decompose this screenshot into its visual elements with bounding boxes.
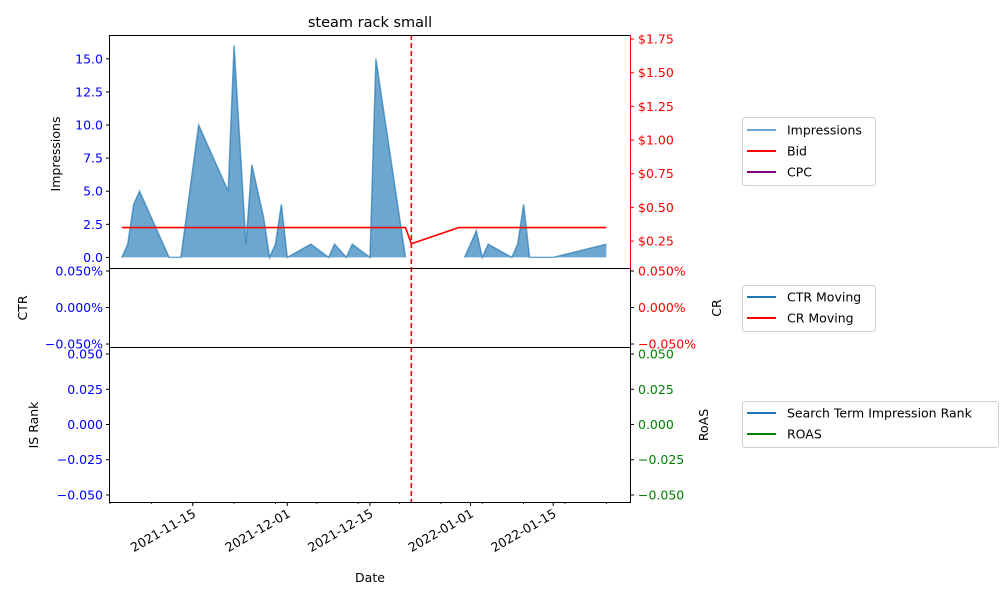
roas-tick-label-3: 0.025 (638, 382, 674, 397)
cr-tick-label-2: 0.050% (638, 264, 686, 279)
date-tick-label-0: 2021-11-15 (128, 506, 198, 555)
date-tick-label-2: 2021-12-15 (305, 506, 375, 555)
ctr-tick-label-1: 0.000% (55, 300, 103, 315)
is-rank-tick-label-3: 0.025 (67, 382, 103, 397)
impressions-line-0 (121, 45, 407, 261)
impressions-tick-label-0: 0.0 (83, 250, 103, 265)
cr-tick-label-0: −0.050% (638, 337, 696, 352)
legend-label-cpc: CPC (787, 165, 812, 180)
impressions-tick-label-1: 2.5 (83, 217, 103, 232)
roas-tick-label-4: 0.050 (638, 347, 674, 362)
impressions-tick-label-5: 12.5 (75, 84, 103, 99)
bottom-panel-frame (109, 347, 631, 503)
date-tick-label-4: 2022-01-15 (488, 506, 558, 555)
impressions-area-1 (464, 204, 607, 258)
legend-label-ctr-moving: CTR Moving (787, 290, 861, 305)
impressions-tick-label-4: 10.0 (75, 118, 103, 133)
is-rank-tick-label-1: −0.025 (57, 452, 103, 467)
legend-label-search-term-impression-rank: Search Term Impression Rank (787, 406, 973, 421)
date-tick-label-3: 2022-01-01 (406, 506, 476, 555)
bid-tick-label-3: $1.00 (638, 133, 674, 148)
bid-tick-label-0: $0.25 (638, 234, 674, 249)
bid-tick-label-6: $1.75 (638, 32, 674, 47)
roas-tick-label-1: −0.025 (638, 452, 684, 467)
ctr-axis-label: CTR (15, 295, 30, 320)
bid-tick-label-4: $1.25 (638, 99, 674, 114)
cr-axis-label: CR (709, 299, 724, 317)
legend-label-cr-moving: CR Moving (787, 311, 854, 326)
roas-axis-label: RoAS (696, 409, 711, 441)
date-tick-label-1: 2021-12-01 (222, 506, 292, 555)
chart-title: steam rack small (308, 15, 432, 31)
legend-label-roas: ROAS (787, 427, 822, 442)
bid-tick-label-2: $0.75 (638, 166, 674, 181)
roas-tick-label-2: 0.000 (638, 417, 674, 432)
top-legend: Impressions Bid CPC (742, 117, 876, 186)
impressions-area-0 (121, 45, 406, 258)
impressions-tick-label-6: 15.0 (75, 51, 103, 66)
bid-tick-label-5: $1.50 (638, 65, 674, 80)
impressions-line-1 (463, 204, 607, 260)
ctr-tick-label-0: −0.050% (45, 337, 103, 352)
impressions-axis-label: Impressions (48, 117, 63, 192)
is-rank-tick-label-2: 0.000 (67, 417, 103, 432)
bid-tick-label-1: $0.50 (638, 200, 674, 215)
legend-label-impressions: Impressions (787, 123, 862, 138)
roas-tick-label-0: −0.050 (638, 487, 684, 502)
is-rank-tick-label-0: −0.050 (57, 487, 103, 502)
ctr-tick-label-2: 0.050% (55, 264, 103, 279)
date-axis-label: Date (355, 570, 385, 585)
is-rank-axis-label: IS Rank (26, 401, 41, 449)
tick-layer: 0.0 2.5 5.0 7.5 10.0 12.5 15.0 $0.25 $0.50 $0.75 $… (45, 32, 696, 555)
cr-tick-label-1: 0.000% (638, 300, 686, 315)
legend-label-bid: Bid (787, 144, 807, 159)
impressions-tick-label-2: 5.0 (83, 184, 103, 199)
bottom-legend: Search Term Impression Rank ROAS (742, 401, 999, 448)
impressions-tick-label-3: 7.5 (83, 151, 103, 166)
middle-panel-frame (109, 268, 631, 348)
middle-legend: CTR Moving CR Moving (742, 285, 876, 332)
is-rank-tick-label-4: 0.050 (67, 347, 103, 362)
